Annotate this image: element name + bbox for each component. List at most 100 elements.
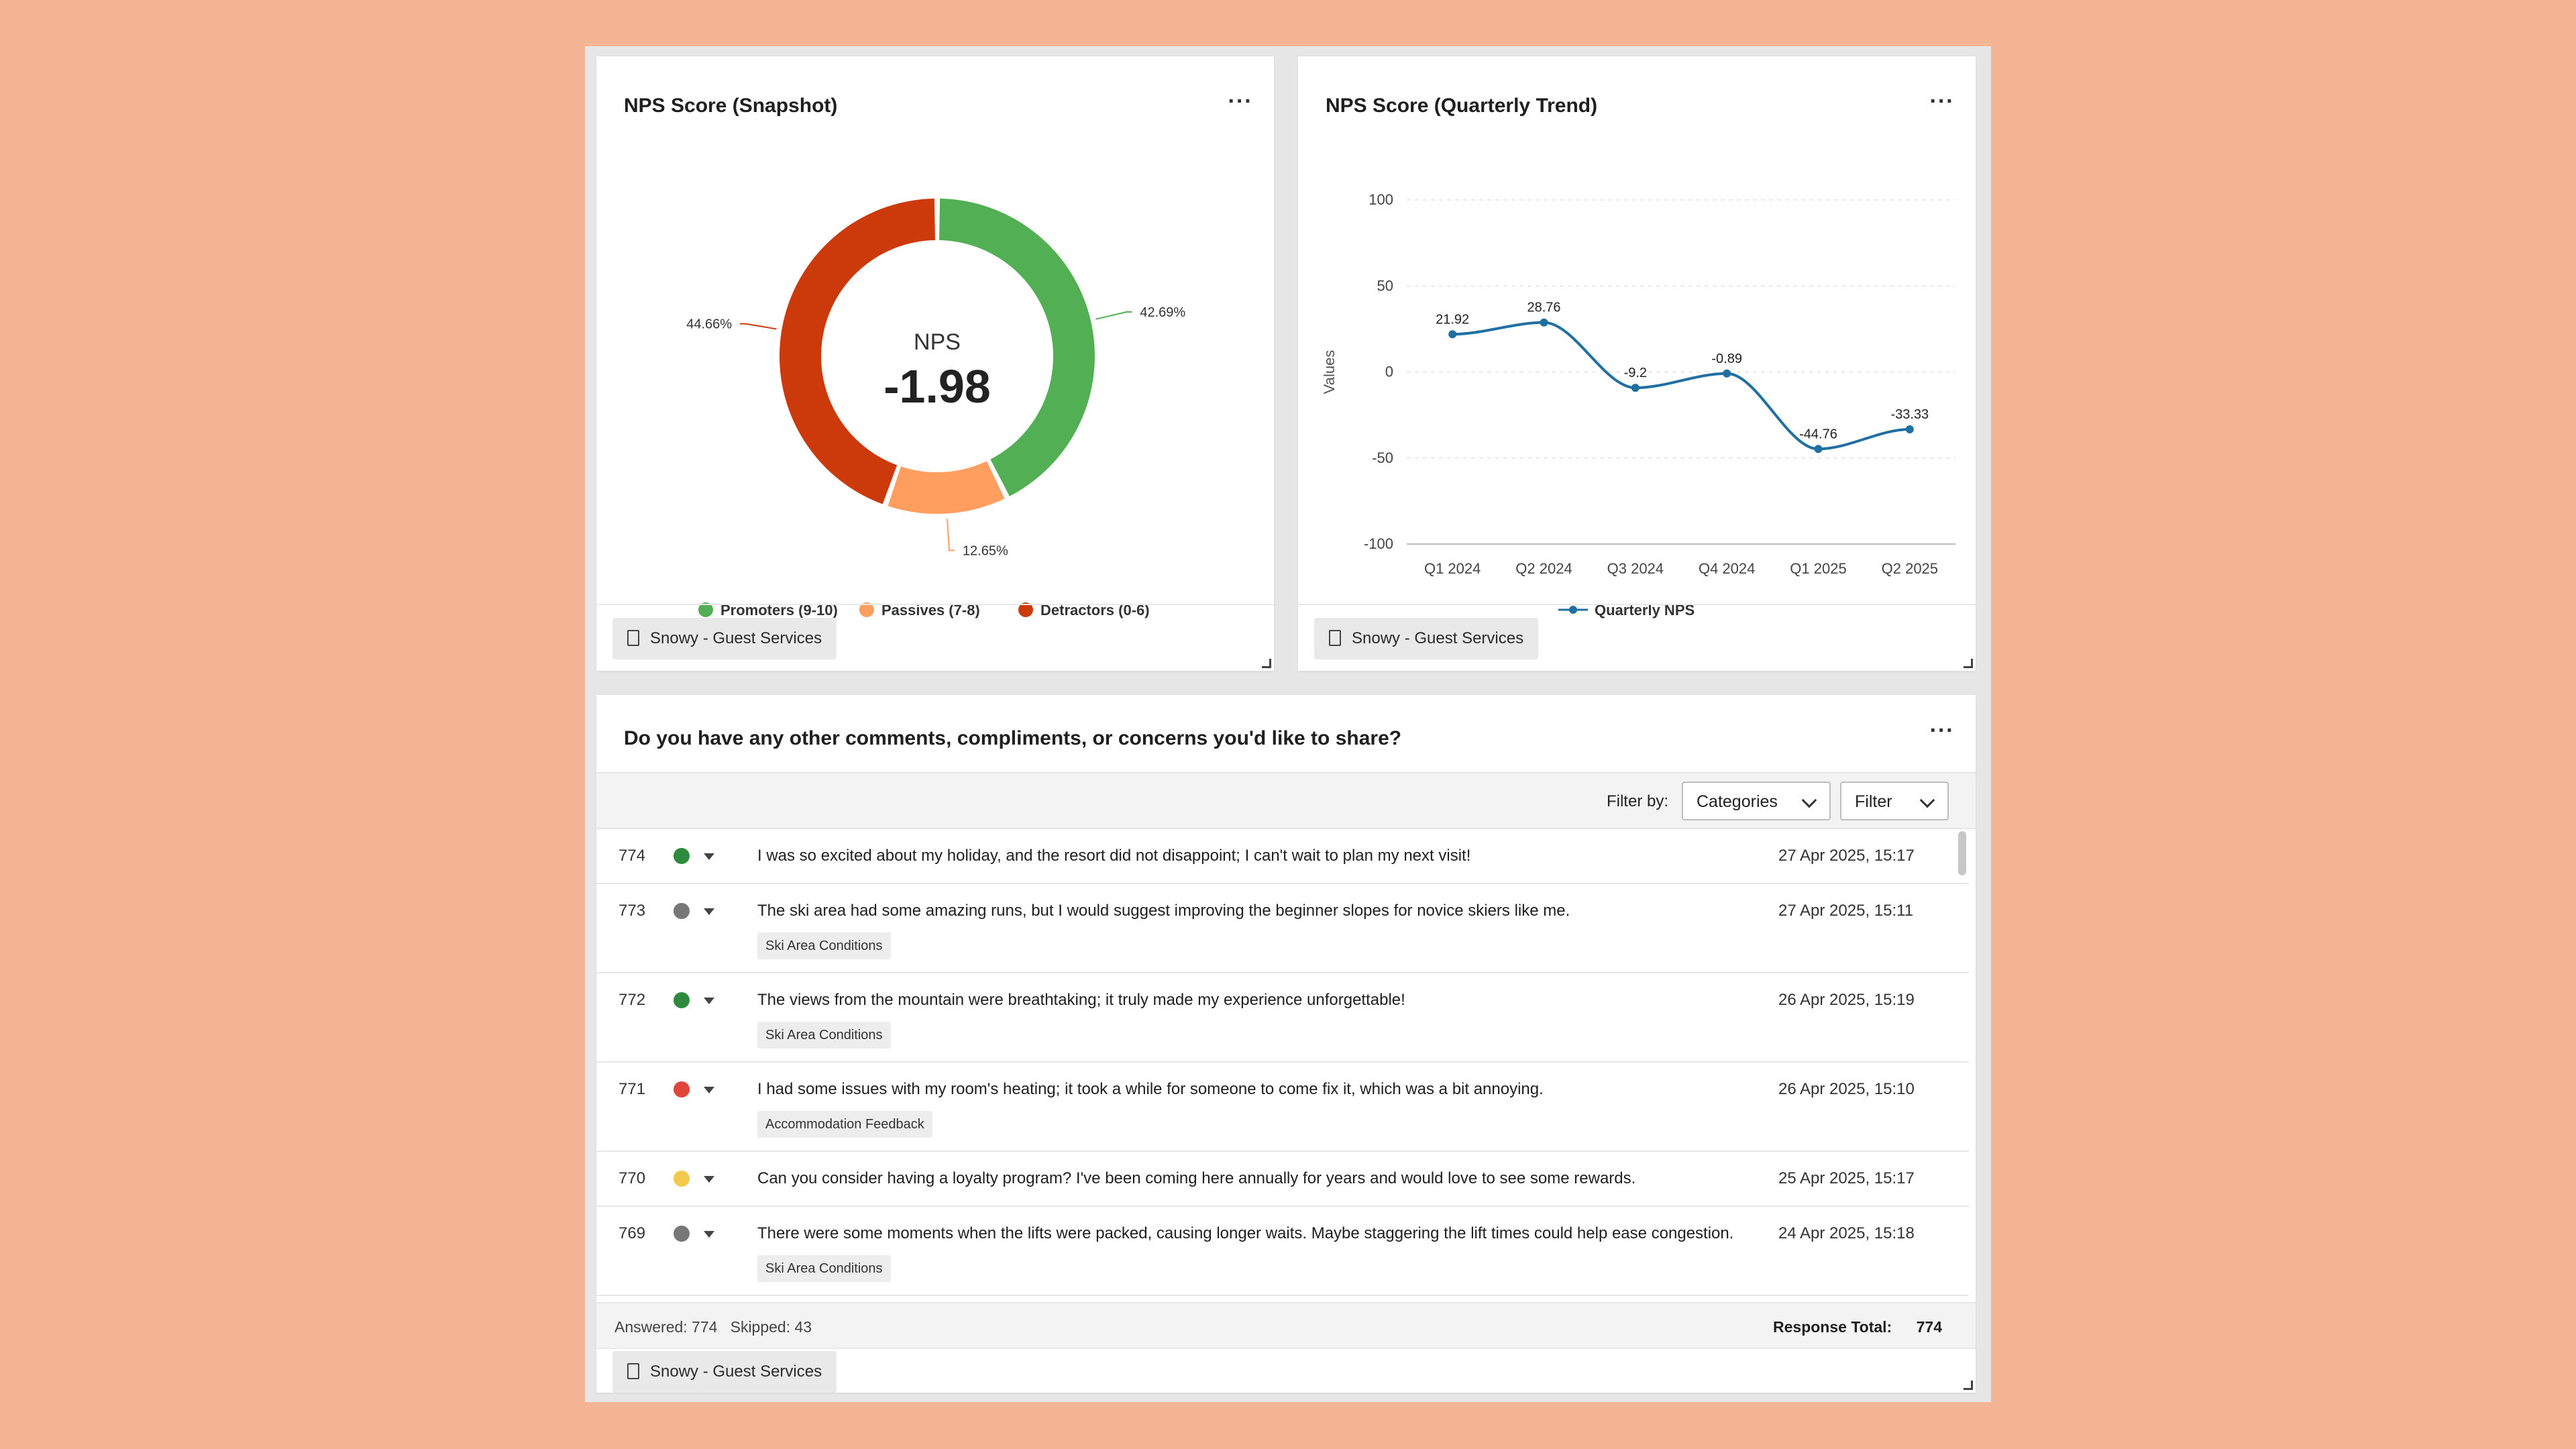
response-text: Can you consider having a loyalty progra…	[757, 1169, 1636, 1187]
sentiment-mixed-icon	[674, 1171, 690, 1187]
response-text: The ski area had some amazing runs, but …	[757, 902, 1570, 920]
response-total-value: 774	[1916, 1318, 1942, 1336]
ellipsis-icon[interactable]: ···	[1929, 718, 1955, 743]
data-label: 28.76	[1527, 301, 1560, 315]
y-axis-label: Values	[1321, 350, 1338, 394]
table-row[interactable]: 769 There were some moments when the lif…	[596, 1207, 1969, 1296]
card-footer: Snowy - Guest Services	[1298, 604, 1976, 671]
filter-toolbar: Filter by: Categories Filter	[596, 772, 1976, 829]
comments-list[interactable]: 774 I was so excited about my holiday, a…	[596, 829, 1976, 1302]
donut-slice-promoters[interactable]	[939, 199, 1095, 496]
y-tick-label: -100	[1364, 535, 1393, 552]
source-chip[interactable]: Snowy - Guest Services	[612, 618, 837, 659]
data-label: -0.89	[1711, 352, 1742, 366]
nps-trend-chart: 100 50 0 -50 -100 Q1 2024 Q2 2024 Q3 2024 Q4 20…	[1321, 191, 1955, 619]
data-label: 12.65%	[963, 543, 1008, 558]
skipped-count: Skipped: 43	[730, 1318, 812, 1336]
donut-slice-passives[interactable]	[888, 461, 1005, 514]
data-point[interactable]	[1448, 330, 1457, 339]
legend-marker	[1018, 602, 1033, 617]
sentiment-neutral-icon	[674, 903, 690, 919]
response-id: 774	[619, 847, 646, 865]
caret-down-icon[interactable]	[704, 998, 714, 1004]
data-point[interactable]	[1631, 384, 1640, 392]
x-tick-label: Q2 2025	[1882, 560, 1938, 577]
table-row[interactable]: 773 The ski area had some amazing runs, …	[596, 884, 1969, 973]
answered-count: Answered: 774	[614, 1318, 718, 1336]
response-date: 26 Apr 2025, 15:19	[1778, 991, 1915, 1009]
data-point[interactable]	[1540, 318, 1548, 327]
source-chip[interactable]: Snowy - Guest Services	[612, 1351, 837, 1393]
response-id: 773	[619, 902, 646, 920]
source-label: Snowy - Guest Services	[1352, 629, 1524, 647]
caret-down-icon[interactable]	[704, 1176, 714, 1183]
ellipsis-icon[interactable]: ···	[1929, 89, 1955, 114]
response-text: I was so excited about my holiday, and t…	[757, 847, 1471, 865]
response-text: There were some moments when the lifts w…	[757, 1224, 1734, 1242]
sentiment-positive-icon	[674, 848, 690, 864]
data-label: -44.76	[1799, 427, 1837, 441]
x-tick-label: Q2 2024	[1515, 560, 1572, 577]
table-row[interactable]: 770 Can you consider having a loyalty pr…	[596, 1152, 1969, 1207]
category-tag[interactable]: Ski Area Conditions	[757, 1255, 891, 1282]
data-label: 42.69%	[1140, 305, 1185, 320]
caret-down-icon[interactable]	[704, 1231, 714, 1238]
comments-card: Do you have any other comments, complime…	[596, 695, 1976, 1393]
card-title: NPS Score (Quarterly Trend)	[1326, 95, 1598, 117]
category-tag[interactable]: Ski Area Conditions	[757, 1022, 891, 1049]
nps-donut-chart: 42.69%12.65%44.66% NPS -1.98 Promoters (…	[686, 199, 1185, 619]
chevron-down-icon	[1801, 792, 1817, 808]
x-tick-label: Q4 2024	[1699, 560, 1755, 577]
nps-center-label: NPS	[914, 329, 961, 355]
series-line-quarterly-nps	[1452, 321, 1910, 451]
response-summary-bar: Answered: 774 Skipped: 43 Response Total…	[596, 1302, 1976, 1348]
caret-down-icon[interactable]	[704, 1087, 714, 1093]
donut-slice-detractors[interactable]	[780, 199, 935, 504]
legend-marker	[859, 602, 874, 617]
y-tick-label: 50	[1377, 277, 1393, 294]
data-point[interactable]	[1905, 425, 1914, 433]
response-id: 770	[619, 1169, 646, 1187]
resize-handle-icon[interactable]	[1964, 659, 1973, 668]
resize-handle-icon[interactable]	[1964, 1381, 1973, 1390]
response-date: 26 Apr 2025, 15:10	[1778, 1080, 1915, 1098]
document-icon	[627, 630, 639, 646]
scrollbar-thumb[interactable]	[1958, 831, 1966, 875]
legend-marker	[698, 602, 713, 617]
sentiment-negative-icon	[674, 1081, 690, 1097]
ellipsis-icon[interactable]: ···	[1228, 89, 1253, 114]
document-icon	[1329, 630, 1341, 646]
table-row[interactable]: 774 I was so excited about my holiday, a…	[596, 829, 1969, 884]
card-footer: Snowy - Guest Services	[596, 1348, 1976, 1393]
document-icon	[627, 1363, 639, 1379]
category-tag[interactable]: Ski Area Conditions	[757, 932, 891, 959]
question-title: Do you have any other comments, complime…	[624, 727, 1402, 749]
response-total-label: Response Total:	[1773, 1318, 1892, 1336]
table-row[interactable]: 771 I had some issues with my room's hea…	[596, 1063, 1969, 1152]
dashboard-frame: NPS Score (Snapshot) ··· 42.69% 12.65% 44.…	[585, 46, 1991, 1402]
filter-select-value: Filter	[1855, 792, 1892, 811]
resize-handle-icon[interactable]	[1262, 659, 1271, 668]
x-tick-label: Q1 2024	[1424, 560, 1481, 577]
y-tick-label: -50	[1372, 449, 1393, 466]
response-total: Response Total: 774	[1773, 1318, 1942, 1336]
table-row[interactable]: 772 The views from the mountain were bre…	[596, 973, 1969, 1063]
callout-line	[740, 323, 777, 330]
data-point[interactable]	[1723, 369, 1731, 378]
callout-line	[947, 519, 955, 551]
filter-select[interactable]: Filter	[1840, 782, 1949, 820]
category-tag[interactable]: Accommodation Feedback	[757, 1111, 932, 1138]
data-label: -33.33	[1890, 407, 1929, 422]
categories-select[interactable]: Categories	[1682, 782, 1831, 820]
y-tick-label: 100	[1368, 191, 1393, 208]
caret-down-icon[interactable]	[704, 853, 714, 860]
data-point[interactable]	[1814, 445, 1823, 453]
categories-select-value: Categories	[1697, 792, 1778, 811]
caret-down-icon[interactable]	[704, 908, 714, 915]
source-chip[interactable]: Snowy - Guest Services	[1314, 618, 1539, 659]
response-date: 27 Apr 2025, 15:17	[1778, 847, 1915, 865]
response-text: The views from the mountain were breatht…	[757, 991, 1405, 1009]
response-date: 24 Apr 2025, 15:18	[1778, 1224, 1915, 1242]
x-tick-label: Q3 2024	[1607, 560, 1664, 577]
filter-by-label: Filter by:	[1606, 792, 1668, 810]
